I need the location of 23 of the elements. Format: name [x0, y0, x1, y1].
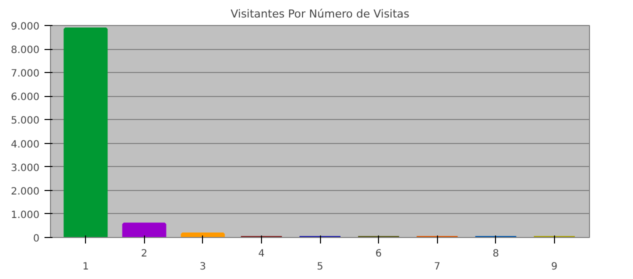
x-tick-label: 7 — [434, 262, 440, 273]
chart-title: Visitantes Por Número de Visitas — [230, 8, 410, 20]
bar — [64, 28, 108, 238]
y-tick-label: 0 — [33, 234, 40, 244]
x-tick-label: 5 — [316, 262, 324, 273]
y-tick-label: 7.000 — [10, 68, 40, 80]
bar — [180, 232, 225, 238]
y-tick-label: 4.000 — [10, 139, 40, 150]
y-tick-label: 9.000 — [10, 22, 40, 32]
x-tick-label: 9 — [551, 262, 558, 273]
x-tick-label: 3 — [200, 262, 206, 273]
y-tick-label: 5.000 — [10, 116, 40, 127]
x-tick-label: 6 — [375, 248, 382, 260]
x-tick-label: 2 — [141, 248, 148, 260]
y-tick-label: 6.000 — [10, 92, 40, 104]
y-tick-label: 1.000 — [10, 210, 40, 221]
bar — [122, 222, 166, 238]
y-tick-label: 8.000 — [10, 45, 40, 56]
x-tick-label: 4 — [258, 248, 265, 260]
x-tick-label: 1 — [82, 262, 89, 273]
y-tick-label: 3.000 — [10, 162, 40, 174]
x-tick-label: 8 — [492, 248, 499, 260]
y-tick-label: 2.000 — [10, 186, 40, 198]
